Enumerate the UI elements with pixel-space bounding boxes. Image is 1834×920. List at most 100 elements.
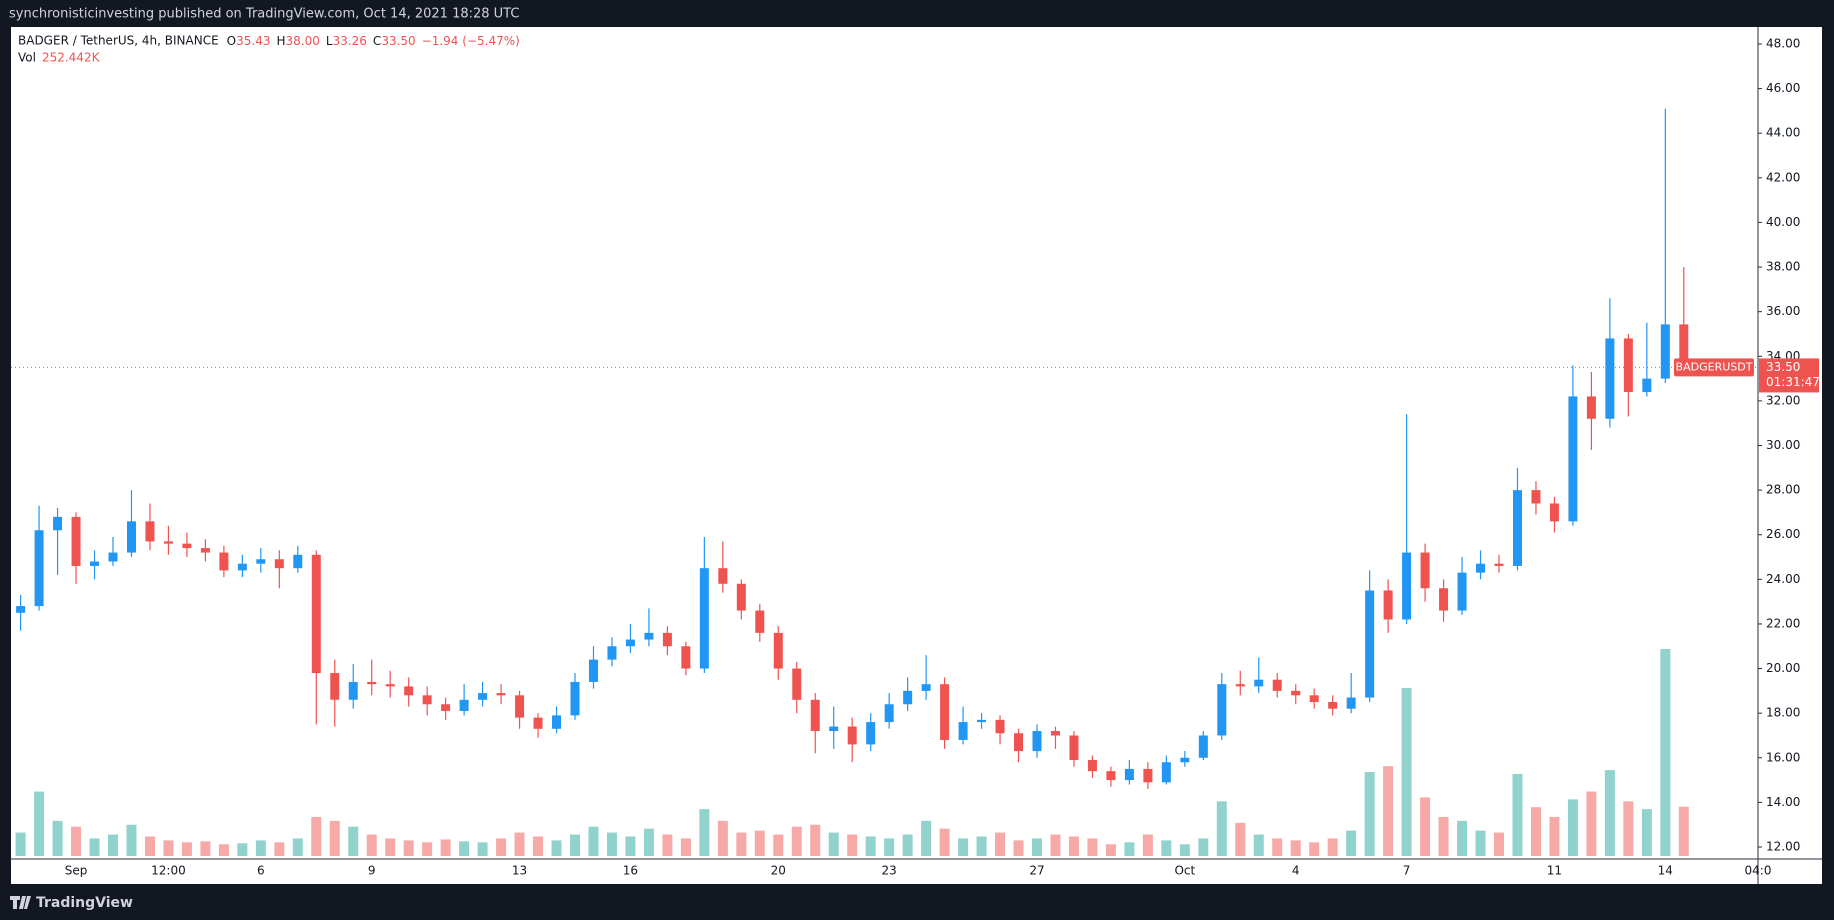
ohlc-legend: O35.43 H38.00 L33.26 C33.50 −1.94 (−5.47%)	[227, 34, 520, 48]
candle-body	[1586, 396, 1596, 419]
volume-bar	[1309, 842, 1320, 856]
volume-bar	[348, 826, 359, 856]
volume-bar	[1068, 836, 1079, 856]
candle-body	[515, 695, 525, 718]
volume-bar	[1678, 806, 1689, 856]
ohlc-key: C	[373, 34, 381, 48]
volume-bar	[144, 836, 155, 856]
volume-bar	[255, 840, 266, 856]
candle-body	[607, 646, 617, 660]
candle-body	[903, 690, 913, 705]
candle-body	[699, 568, 709, 669]
y-tick-label: 40.00	[1766, 215, 1800, 229]
volume-bar	[52, 820, 63, 856]
candle-body	[1623, 338, 1633, 392]
candle-body	[404, 686, 414, 696]
volume-bar	[181, 842, 192, 856]
volume-bar	[440, 839, 451, 856]
candle-body	[478, 693, 488, 700]
volume-bar	[126, 824, 137, 856]
volume-bar	[699, 809, 710, 856]
y-tick-label: 16.00	[1766, 750, 1800, 764]
volume-bar	[939, 828, 950, 856]
volume-bar	[1364, 772, 1375, 856]
y-tick-label: 22.00	[1766, 616, 1800, 630]
volume-bar	[1586, 791, 1597, 856]
candle-body	[662, 632, 672, 647]
volume-bar	[551, 840, 562, 856]
candle-body	[441, 704, 451, 711]
candle-body	[1605, 338, 1615, 419]
candle-body	[385, 684, 395, 687]
brand: TradingView	[10, 895, 133, 911]
candle-body	[71, 516, 81, 566]
x-tick-label: 13	[512, 864, 527, 878]
candle-body	[1383, 590, 1393, 620]
volume-bar	[736, 832, 747, 856]
volume-bar	[1604, 770, 1615, 856]
candle-body	[1198, 735, 1208, 758]
volume-bar	[366, 834, 377, 856]
candle-body	[1087, 760, 1097, 772]
volume-bar	[1420, 797, 1431, 856]
volume-bar	[311, 816, 322, 856]
candle-body	[755, 610, 765, 633]
candle-body	[1124, 768, 1134, 781]
volume-bar	[1272, 838, 1283, 856]
chart-title: BADGER / TetherUS, 4h, BINANCE	[18, 34, 219, 48]
volume-bar	[865, 836, 876, 856]
candle-body	[1143, 768, 1153, 783]
candle-body	[182, 543, 192, 549]
volume-bar	[1457, 820, 1468, 856]
candle-body	[422, 695, 432, 705]
volume-bar	[71, 826, 82, 856]
volume-bar	[1032, 838, 1042, 856]
symbol-tag	[1674, 358, 1754, 377]
candle-body	[219, 552, 229, 571]
candle-body	[1660, 324, 1670, 379]
volume-bar	[1013, 840, 1024, 856]
candle-body	[16, 606, 26, 613]
volume-bar	[200, 841, 211, 856]
volume-bar	[847, 834, 858, 856]
volume-bar	[1105, 844, 1116, 856]
volume-label: 252.442K	[42, 51, 101, 65]
volume-bar	[810, 824, 821, 856]
volume-bar	[274, 842, 285, 856]
candle-body	[1642, 378, 1652, 392]
volume-bar	[1438, 816, 1449, 856]
volume-bar	[773, 834, 784, 856]
candle-body	[1439, 588, 1449, 611]
candle-body	[866, 722, 876, 745]
candle-body	[1476, 563, 1486, 573]
volume-bar	[958, 838, 969, 856]
volume-bar	[1549, 816, 1560, 856]
candle-body	[681, 646, 691, 669]
volume-bar	[237, 843, 248, 856]
candle-body	[1549, 503, 1559, 522]
candle-body	[792, 668, 802, 700]
x-edge-label: 04:0	[1745, 864, 1772, 878]
x-tick-label: 6	[257, 864, 265, 878]
candle-body	[940, 684, 950, 740]
volume-bar	[754, 830, 765, 856]
y-tick-label: 38.00	[1766, 260, 1800, 274]
y-tick-label: 44.00	[1766, 126, 1800, 140]
candle-body	[570, 681, 580, 716]
y-tick-label: 28.00	[1766, 483, 1800, 497]
volume-bar	[1641, 809, 1652, 856]
volume-bar	[459, 841, 470, 856]
candle-body	[552, 715, 562, 729]
volume-bar	[588, 826, 599, 856]
x-tick-label: Sep	[65, 864, 88, 878]
x-tick-label: 7	[1403, 864, 1411, 878]
candle-body	[810, 699, 820, 732]
candle-body	[1161, 762, 1171, 783]
candle-body	[829, 726, 839, 732]
candle-body	[496, 693, 506, 696]
candle-body	[1420, 552, 1430, 589]
volume-bar	[1161, 840, 1172, 856]
volume-bar	[108, 834, 118, 856]
ohlc-value: 35.43	[236, 34, 270, 48]
candle-body	[1291, 690, 1301, 696]
